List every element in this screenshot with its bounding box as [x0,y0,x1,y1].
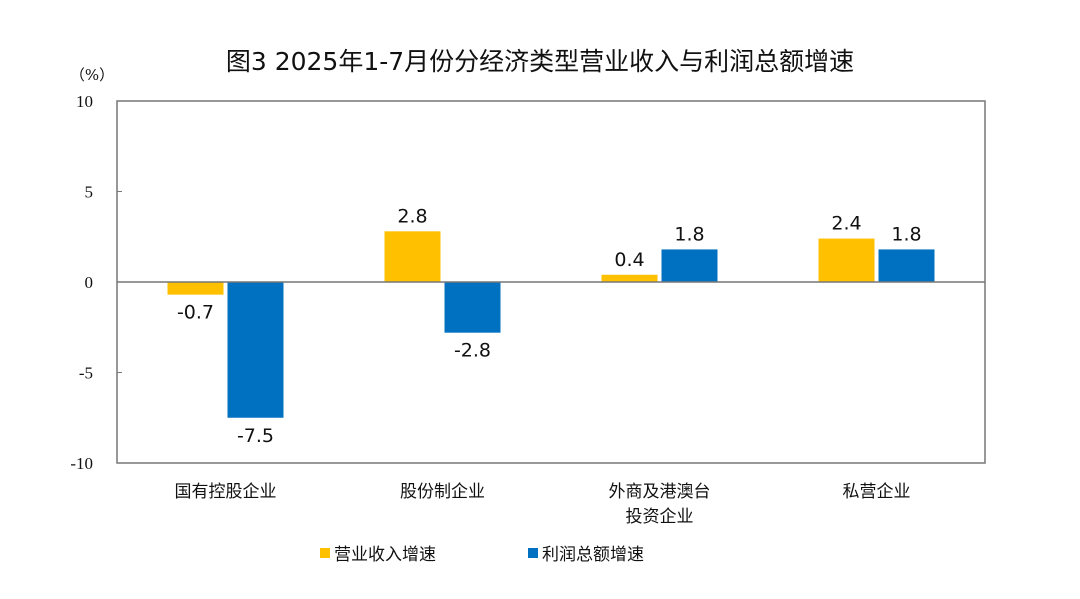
data-label: 1.8 [674,223,704,245]
x-tick-label: 国有控股企业 [175,482,277,502]
data-label: -2.8 [454,340,491,362]
bar [167,282,224,295]
legend-item-profit: 利润总额增速 [528,540,644,565]
bar [818,238,875,282]
y-tick-label: -5 [79,364,93,383]
bar [601,274,658,282]
legend-swatch [320,547,330,558]
data-label: 2.8 [397,205,427,227]
legend-item-revenue: 营业收入增速 [320,540,436,565]
x-tick-label: 外商及港澳台 [609,482,711,502]
x-tick-label: 股份制企业 [400,482,485,502]
legend-label: 利润总额增速 [542,545,644,565]
x-tick-label: 投资企业 [626,507,694,527]
legend-label: 营业收入增速 [334,545,436,565]
y-tick-label: 5 [85,183,94,202]
y-tick-label: 0 [85,273,94,292]
y-tick-label: -10 [70,454,93,473]
data-label: 1.8 [891,223,921,245]
y-axis-label: （%） [70,66,114,84]
data-label: -0.7 [177,302,214,324]
bar [661,249,718,282]
bar [878,249,935,282]
data-label: 2.4 [831,213,861,235]
bar [227,282,284,418]
legend-swatch [528,547,538,558]
bar [444,282,501,333]
bar [384,231,441,282]
data-label: -7.5 [237,425,274,447]
x-tick-label: 私营企业 [843,482,911,502]
data-label: 0.4 [614,249,644,271]
chart-title: 图3 2025年1-7月份分经济类型营业收入与利润总额增速 [225,47,855,76]
y-tick-label: 10 [76,92,93,111]
